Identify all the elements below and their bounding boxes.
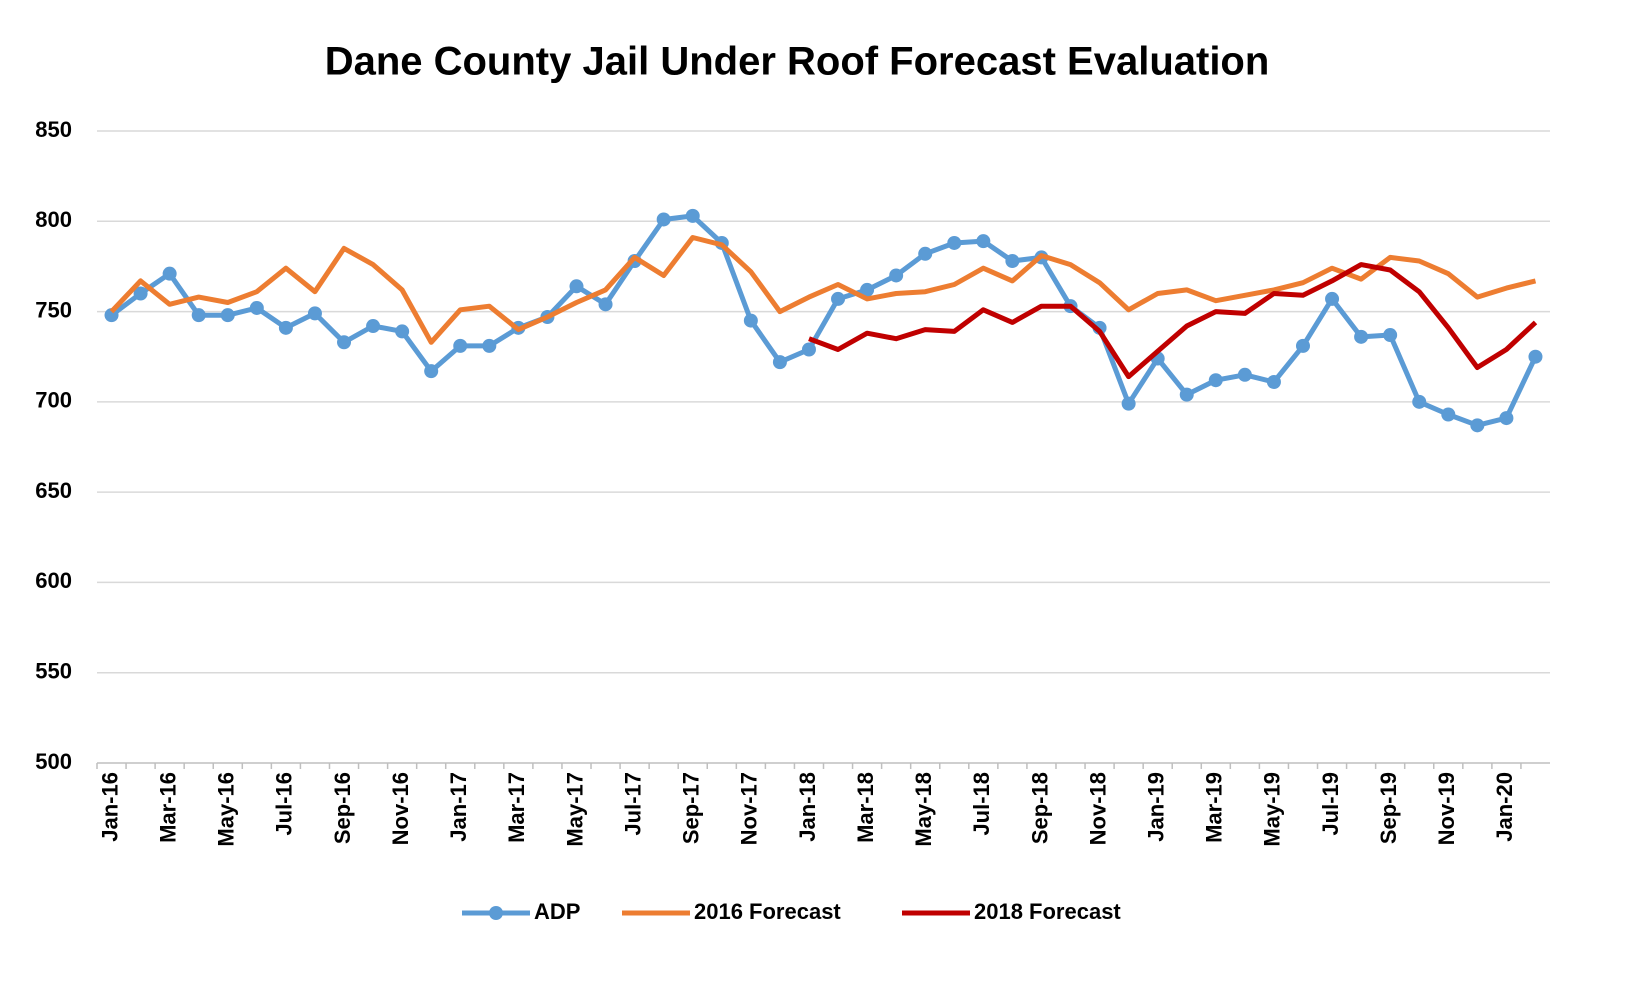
x-tick-label: May-16	[214, 772, 239, 847]
data-point	[860, 282, 875, 297]
x-tick-label: Jul-19	[1318, 772, 1343, 836]
data-point	[1528, 349, 1543, 364]
data-point	[772, 355, 787, 370]
data-point	[1412, 394, 1427, 409]
x-tick-label: Sep-18	[1027, 772, 1052, 844]
x-tick-label: May-17	[562, 772, 587, 847]
x-tick-label: Mar-18	[853, 772, 878, 843]
x-tick-label: Nov-16	[388, 772, 413, 845]
data-point	[133, 286, 148, 301]
x-tick-label: Jul-17	[620, 772, 645, 836]
data-point	[1208, 373, 1223, 388]
data-point	[1237, 367, 1252, 382]
data-point	[656, 212, 671, 227]
data-point	[220, 308, 235, 323]
data-point	[1325, 291, 1340, 306]
legend-label: 2016 Forecast	[694, 899, 841, 924]
x-tick-label: Nov-17	[737, 772, 762, 845]
x-tick-label: Sep-19	[1376, 772, 1401, 844]
x-tick-label: Mar-16	[155, 772, 180, 843]
data-point	[1266, 374, 1281, 389]
x-tick-label: Mar-17	[504, 772, 529, 843]
data-point	[918, 246, 933, 261]
data-point	[191, 308, 206, 323]
y-tick-label: 550	[35, 659, 72, 684]
data-point	[1383, 328, 1398, 343]
data-point	[743, 313, 758, 328]
data-point	[453, 338, 468, 353]
x-tick-label: May-19	[1260, 772, 1285, 847]
data-point	[249, 300, 264, 315]
data-point	[104, 308, 119, 323]
data-point	[278, 320, 293, 335]
data-point	[947, 235, 962, 250]
data-point	[366, 319, 381, 334]
y-tick-label: 850	[35, 117, 72, 142]
data-point	[1121, 396, 1136, 411]
data-point	[482, 338, 497, 353]
y-tick-label: 650	[35, 478, 72, 503]
data-point	[1441, 407, 1456, 422]
x-tick-label: Mar-19	[1202, 772, 1227, 843]
data-point	[395, 324, 410, 339]
data-point	[831, 291, 846, 306]
x-tick-label: Jul-16	[272, 772, 297, 836]
x-tick-label: Jan-18	[795, 772, 820, 842]
y-tick-label: 750	[35, 297, 72, 322]
data-point	[1005, 254, 1020, 269]
legend-marker	[489, 906, 503, 920]
data-point	[598, 297, 613, 312]
chart-title: Dane County Jail Under Roof Forecast Eva…	[325, 40, 1270, 84]
data-point	[1470, 418, 1485, 433]
x-tick-label: Nov-18	[1085, 772, 1110, 845]
data-point	[1499, 411, 1514, 426]
y-tick-label: 800	[35, 207, 72, 232]
y-tick-label: 700	[35, 388, 72, 413]
y-tick-label: 600	[35, 568, 72, 593]
data-point	[685, 208, 700, 223]
data-point	[889, 268, 904, 283]
x-tick-label: Jan-16	[97, 772, 122, 842]
x-tick-label: Jul-18	[969, 772, 994, 836]
data-point	[1179, 387, 1194, 402]
data-point	[976, 234, 991, 249]
x-tick-label: Jan-17	[446, 772, 471, 842]
x-tick-label: Jan-19	[1144, 772, 1169, 842]
data-point	[337, 335, 352, 350]
data-point	[801, 342, 816, 357]
data-point	[1295, 338, 1310, 353]
series-line	[808, 262, 1538, 380]
legend-label: ADP	[534, 899, 580, 924]
x-tick-label: Nov-19	[1434, 772, 1459, 845]
x-tick-label: Sep-16	[330, 772, 355, 844]
x-tick-label: May-18	[911, 772, 936, 847]
x-tick-label: Jan-20	[1492, 772, 1517, 842]
legend-label: 2018 Forecast	[974, 899, 1121, 924]
data-point	[569, 279, 584, 294]
data-point	[424, 364, 439, 379]
y-tick-label: 500	[35, 749, 72, 774]
data-point	[307, 306, 322, 321]
x-tick-label: Sep-17	[679, 772, 704, 844]
data-point	[162, 266, 177, 281]
data-point	[1354, 329, 1369, 344]
series-line	[109, 235, 1537, 345]
